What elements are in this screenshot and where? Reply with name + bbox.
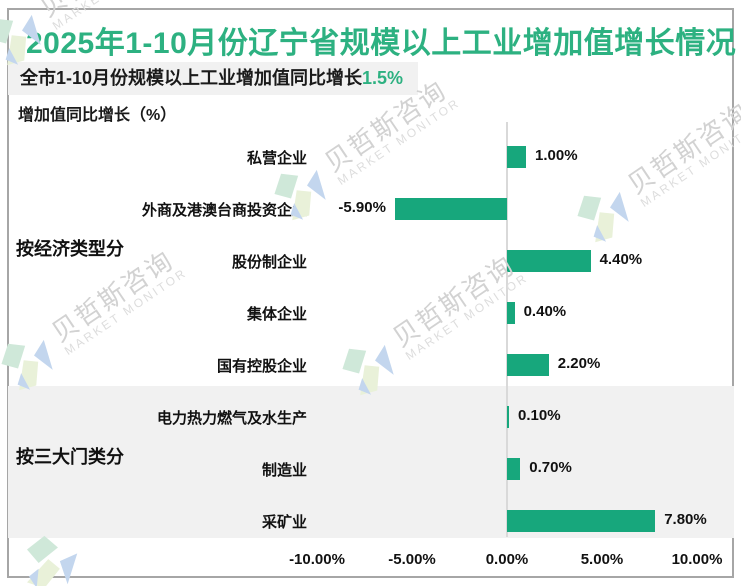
group-label: 按经济类型分 (16, 239, 124, 259)
x-tick-label: 5.00% (580, 551, 624, 568)
value-label: 2.20% (557, 355, 601, 372)
value-label: 1.00% (535, 147, 578, 164)
bar (507, 302, 515, 324)
bar (507, 458, 521, 480)
category-label: 国有控股企业 (216, 358, 307, 375)
bar (507, 146, 526, 168)
x-tick-label: -10.00% (289, 551, 345, 568)
value-label: -5.90% (338, 199, 386, 216)
axis-title: 增加值同比增长（%） (18, 107, 177, 124)
bar (394, 198, 507, 220)
value-label: 4.40% (599, 251, 643, 268)
value-label: 0.10% (518, 407, 561, 424)
group-label: 按三大门类分 (16, 447, 124, 467)
category-label: 电力热力燃气及水生产 (156, 410, 307, 427)
value-label: 0.40% (523, 303, 567, 320)
bar (507, 406, 509, 428)
value-label: 0.70% (529, 459, 572, 476)
category-label: 股份制企业 (231, 254, 307, 271)
category-label: 制造业 (261, 462, 307, 479)
bar (507, 250, 591, 272)
category-label: 集体企业 (246, 306, 307, 323)
subtitle-text: 全市1-10月份规模以上工业增加值同比增长 (20, 68, 363, 88)
x-tick-label: 10.00% (671, 551, 723, 568)
subtitle-highlight-value: 1.5% (362, 68, 404, 88)
value-label: 7.80% (664, 511, 707, 528)
x-tick-label: -5.00% (388, 551, 436, 568)
bar (507, 510, 656, 532)
zero-axis-line (506, 122, 508, 537)
bar (507, 354, 549, 376)
category-label: 私营企业 (246, 150, 307, 167)
page-title: 2025年1-10月份辽宁省规模以上工业增加值增长情况 (26, 27, 737, 60)
subtitle-banner: 全市1-10月份规模以上工业增加值同比增长1.5% (8, 62, 418, 95)
category-label: 采矿业 (261, 514, 307, 531)
x-tick-label: 0.00% (485, 551, 529, 568)
category-label: 外商及港澳台商投资企业 (141, 202, 307, 219)
